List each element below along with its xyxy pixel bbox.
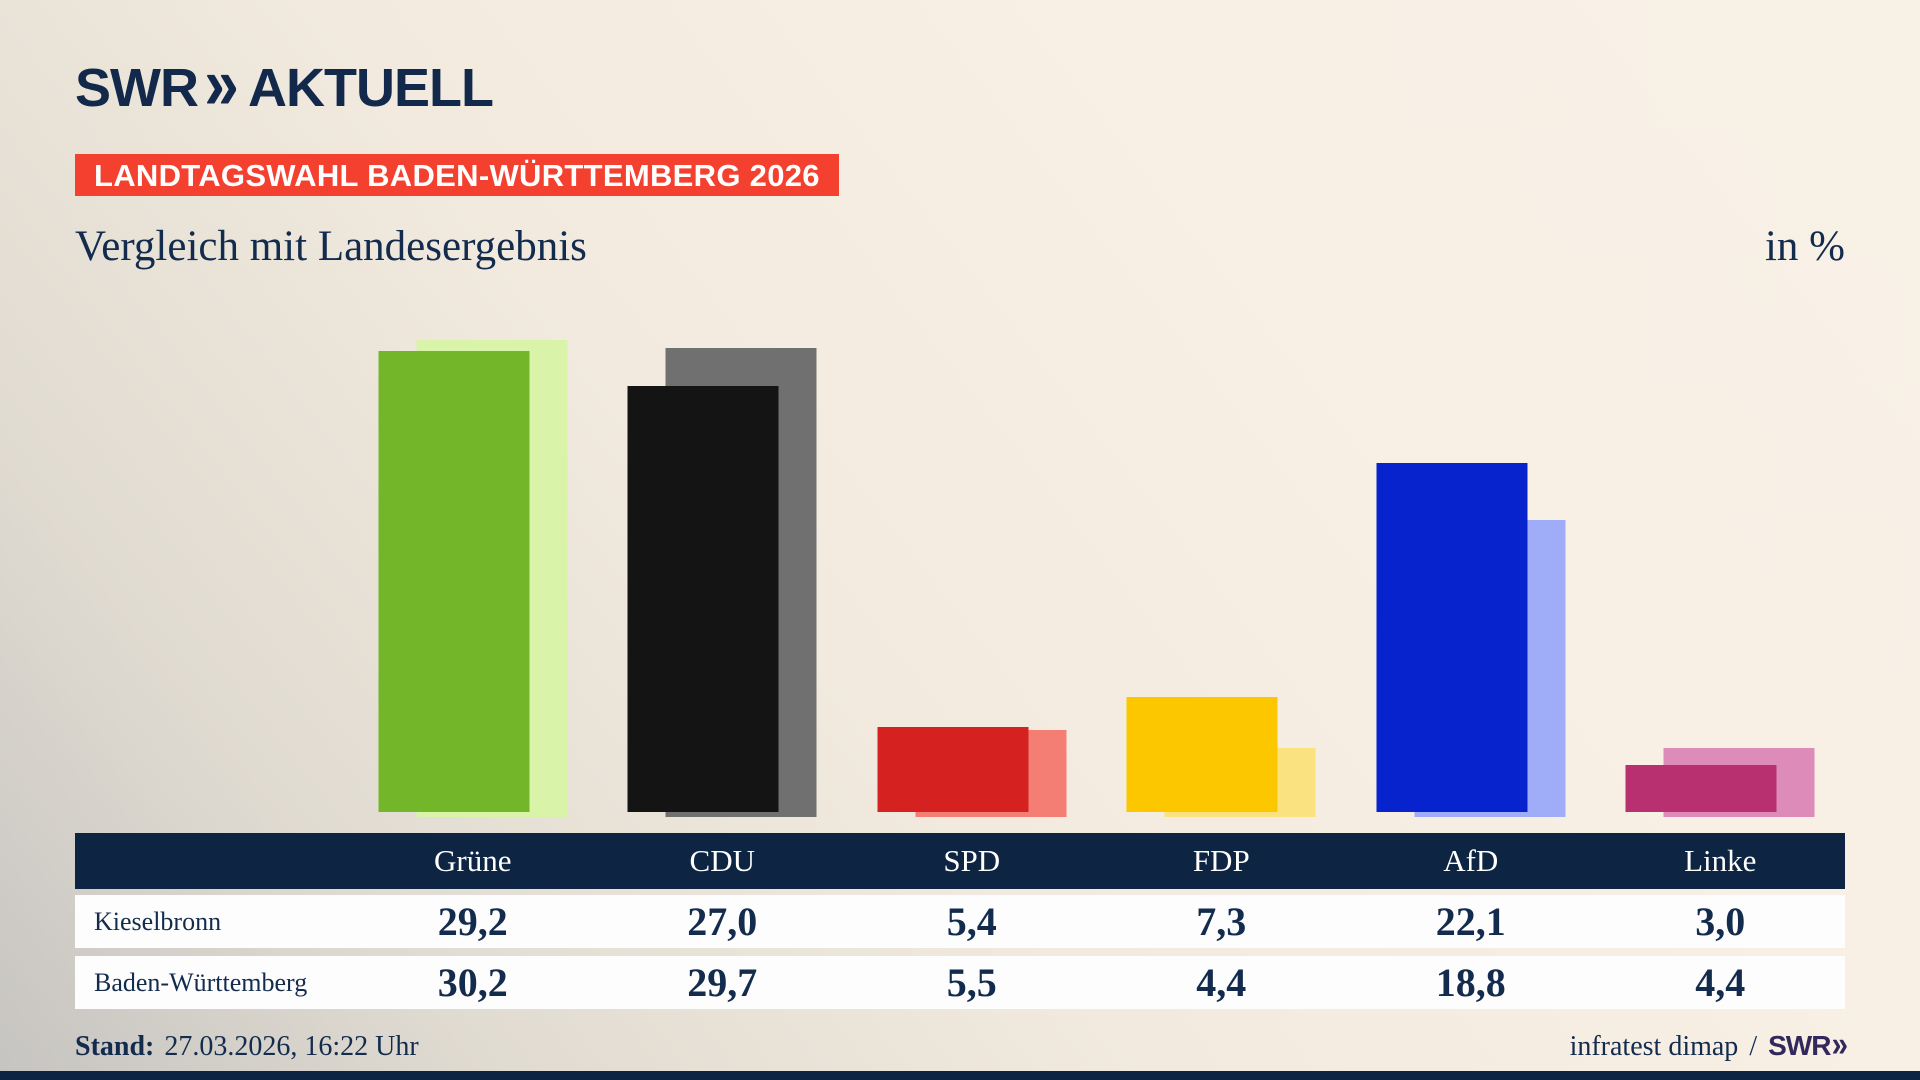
table-header-fdp: FDP [1192,843,1250,878]
bottom-navy-bar [0,1071,1920,1080]
table-header-spd: SPD [943,843,1001,878]
stand-value: 27.03.2026, 16:22 Uhr [164,1031,419,1062]
chart-label-spacer [75,272,348,812]
bar-gr-ne-kieselbronn [378,351,530,812]
table-cell-fdp-baden-w-rttemberg: 4,4 [1196,960,1247,1005]
table-header-row: Grüne CDU SPD FDP AfD Linke [75,833,1845,889]
bar-fdp-kieselbronn [1126,696,1278,812]
table-cell-gr-ne-kieselbronn: 29,2 [437,899,508,944]
row-label-kieselbronn: Kieselbronn [94,906,222,936]
swr-aktuell-logo: SWR» AKTUELL [75,46,494,122]
source-name: infratest dimap [1569,1031,1739,1062]
bar-linke-kieselbronn [1625,764,1777,812]
unit-label: in % [1764,223,1845,270]
table-row-baden-wuerttemberg: Baden-Württemberg 30,2 29,7 5,5 4,4 18,8 4,4 [75,956,1845,1009]
election-banner: LANDTAGSWAHL BADEN-WÜRTTEMBERG 2026 [75,154,839,196]
source-credit: infratest dimap / SWR» [1569,1024,1849,1064]
table-row-kieselbronn: Kieselbronn 29,2 27,0 5,4 7,3 22,1 3,0 [75,895,1845,948]
title-row: Vergleich mit Landesergebnis in % [75,221,1845,273]
table-cell-linke-baden-w-rttemberg: 4,4 [1695,960,1746,1005]
double-chevron-icon: » [204,43,239,125]
logo-suffix-text: AKTUELL [248,58,494,118]
bar-group-fdp [1097,272,1347,817]
source-separator: / [1749,1031,1758,1062]
bar-chart [75,272,1846,817]
table-header-gr-ne: Grüne [434,843,512,878]
bar-afd-kieselbronn [1376,463,1528,812]
bar-group-cdu [598,272,848,817]
bar-cdu-kieselbronn [627,385,779,812]
logo-brand-text: SWR [75,58,199,118]
table-cell-gr-ne-baden-w-rttemberg: 30,2 [437,960,508,1005]
page-title: Vergleich mit Landesergebnis [75,223,587,270]
table-cell-cdu-kieselbronn: 27,0 [687,899,758,944]
source-brand-logo: SWR» [1768,1024,1848,1064]
table-cell-fdp-kieselbronn: 7,3 [1196,899,1247,944]
table-header-linke: Linke [1684,843,1757,878]
table-header-afd: AfD [1443,843,1499,878]
row-label-baden-wuerttemberg: Baden-Württemberg [94,967,308,997]
stand-timestamp: Stand: 27.03.2026, 16:22 Uhr [75,1031,419,1063]
bar-group-gr-ne [348,272,598,817]
table-header-cdu: CDU [689,843,755,878]
bar-spd-kieselbronn [877,726,1029,812]
double-chevron-icon: » [1832,1024,1848,1064]
footer: Stand: 27.03.2026, 16:22 Uhr infratest di… [75,1024,1849,1064]
table-cell-afd-baden-w-rttemberg: 18,8 [1435,960,1506,1005]
results-table: Grüne CDU SPD FDP AfD Linke Kieselbronn 29,2 2… [75,833,1845,1017]
bar-group-spd [847,272,1097,817]
table-cell-spd-kieselbronn: 5,4 [946,899,997,944]
bar-group-afd [1346,272,1596,817]
table-header-corner [75,833,348,889]
table-cell-cdu-baden-w-rttemberg: 29,7 [687,960,758,1005]
bar-group-linke [1596,272,1846,817]
stand-label: Stand: [75,1031,155,1062]
table-cell-afd-kieselbronn: 22,1 [1435,899,1506,944]
table-cell-linke-kieselbronn: 3,0 [1695,899,1746,944]
table-cell-spd-baden-w-rttemberg: 5,5 [946,960,997,1005]
